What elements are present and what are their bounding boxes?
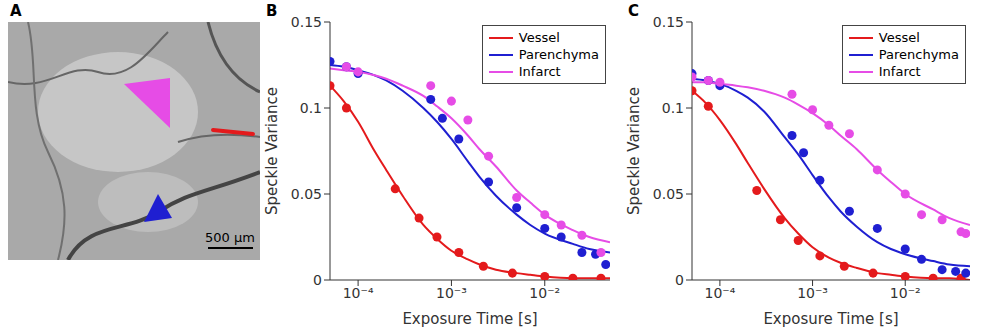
svg-text:0.1: 0.1: [662, 100, 684, 116]
svg-text:0: 0: [675, 272, 684, 288]
svg-text:0: 0: [313, 272, 322, 288]
svg-text:10⁻³: 10⁻³: [797, 285, 828, 301]
html-text:A: A: [10, 2, 22, 20]
html-text:C: C: [628, 2, 639, 20]
svg-text:10⁻²: 10⁻²: [890, 285, 921, 301]
svg-text:10⁻⁴: 10⁻⁴: [343, 285, 374, 301]
svg-text:500 μm: 500 μm: [205, 230, 255, 245]
svg-text:10⁻⁴: 10⁻⁴: [704, 285, 735, 301]
svg-text:0.15: 0.15: [653, 14, 684, 30]
svg-text:0.05: 0.05: [653, 186, 684, 202]
svg-text:10⁻²: 10⁻²: [529, 285, 560, 301]
html-text:Vessel: Vessel: [518, 30, 560, 45]
svg-text:0.1: 0.1: [300, 100, 322, 116]
svg-text:Exposure Time [s]: Exposure Time [s]: [763, 310, 898, 328]
svg-text:10⁻³: 10⁻³: [436, 285, 467, 301]
svg-text:0.05: 0.05: [291, 186, 322, 202]
svg-text:Exposure Time [s]: Exposure Time [s]: [402, 310, 537, 328]
svg-text:0.15: 0.15: [291, 14, 322, 30]
svg-text:Speckle Variance: Speckle Variance: [626, 87, 643, 215]
html-text:Parenchyma: Parenchyma: [518, 47, 599, 62]
html-text:Infarct: Infarct: [518, 64, 561, 79]
html-text:B: B: [266, 2, 278, 20]
html-text:Parenchyma: Parenchyma: [878, 47, 959, 62]
html-text:Vessel: Vessel: [878, 30, 920, 45]
svg-text:Speckle Variance: Speckle Variance: [264, 87, 281, 215]
html-text:Infarct: Infarct: [878, 64, 921, 79]
